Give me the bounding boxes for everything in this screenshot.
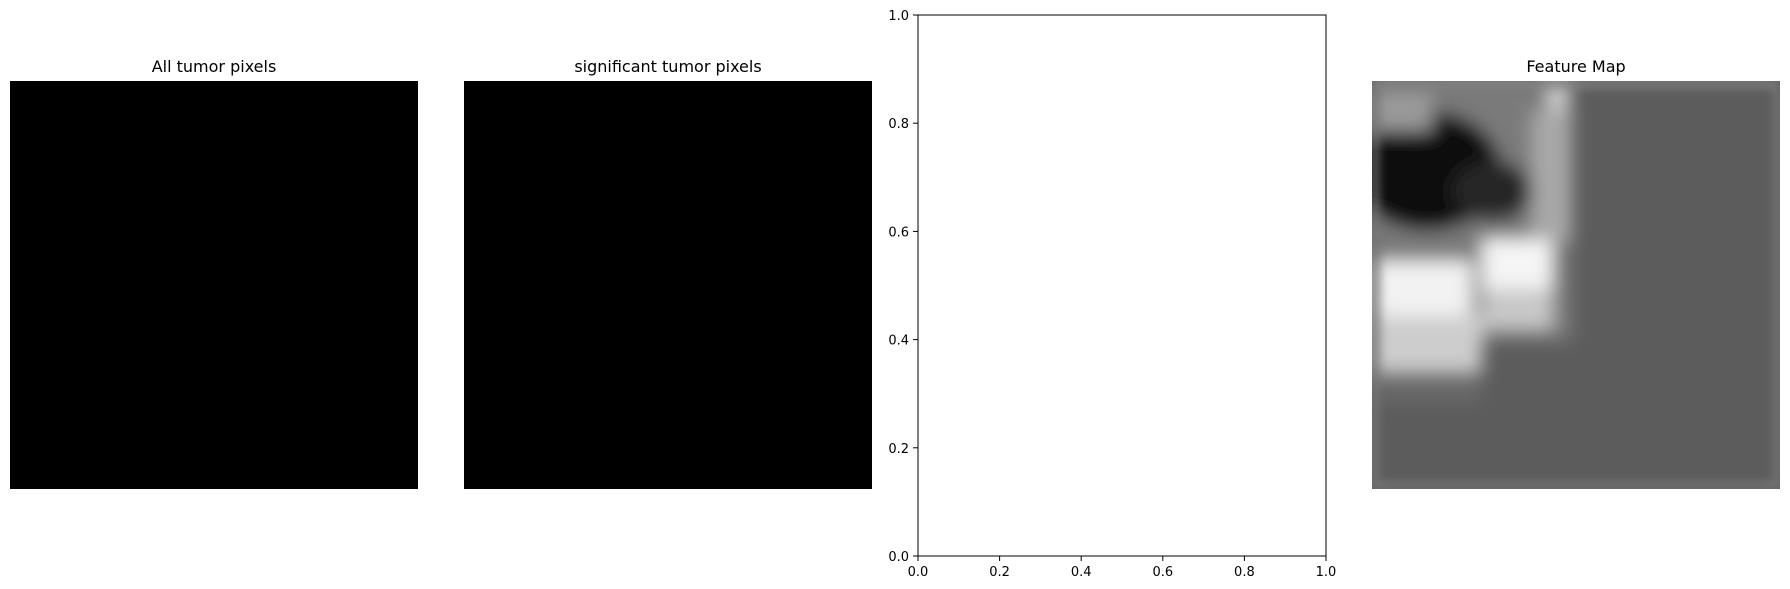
x-tick-label: 0.0 [908, 565, 929, 580]
y-tick-label: 0.6 [888, 225, 909, 240]
x-tick-label: 1.0 [1316, 565, 1337, 580]
y-tick-label: 0.2 [888, 442, 909, 457]
panel-title: Feature Map [1526, 57, 1626, 76]
axes-frame [917, 14, 1327, 557]
y-axis-ticks: 0.0 0.2 0.4 0.6 0.8 1.0 [888, 9, 918, 565]
x-tick-label: 0.6 [1152, 565, 1173, 580]
y-tick-label: 1.0 [888, 9, 909, 24]
x-tick-label: 0.4 [1071, 565, 1092, 580]
panel-title: significant tumor pixels [574, 57, 762, 76]
tumor-pixels-image [10, 81, 418, 489]
significant-pixels-image [464, 81, 872, 489]
x-tick-label: 0.2 [989, 565, 1010, 580]
y-tick-label: 0.4 [888, 334, 909, 349]
y-tick-label: 0.0 [888, 550, 909, 565]
y-tick-label: 0.8 [888, 117, 909, 132]
x-tick-label: 0.8 [1234, 565, 1255, 580]
feature-map-image [1372, 81, 1780, 489]
panel-title: All tumor pixels [151, 57, 277, 76]
x-axis-ticks: 0.0 0.2 0.4 0.6 0.8 1.0 [908, 556, 1337, 580]
